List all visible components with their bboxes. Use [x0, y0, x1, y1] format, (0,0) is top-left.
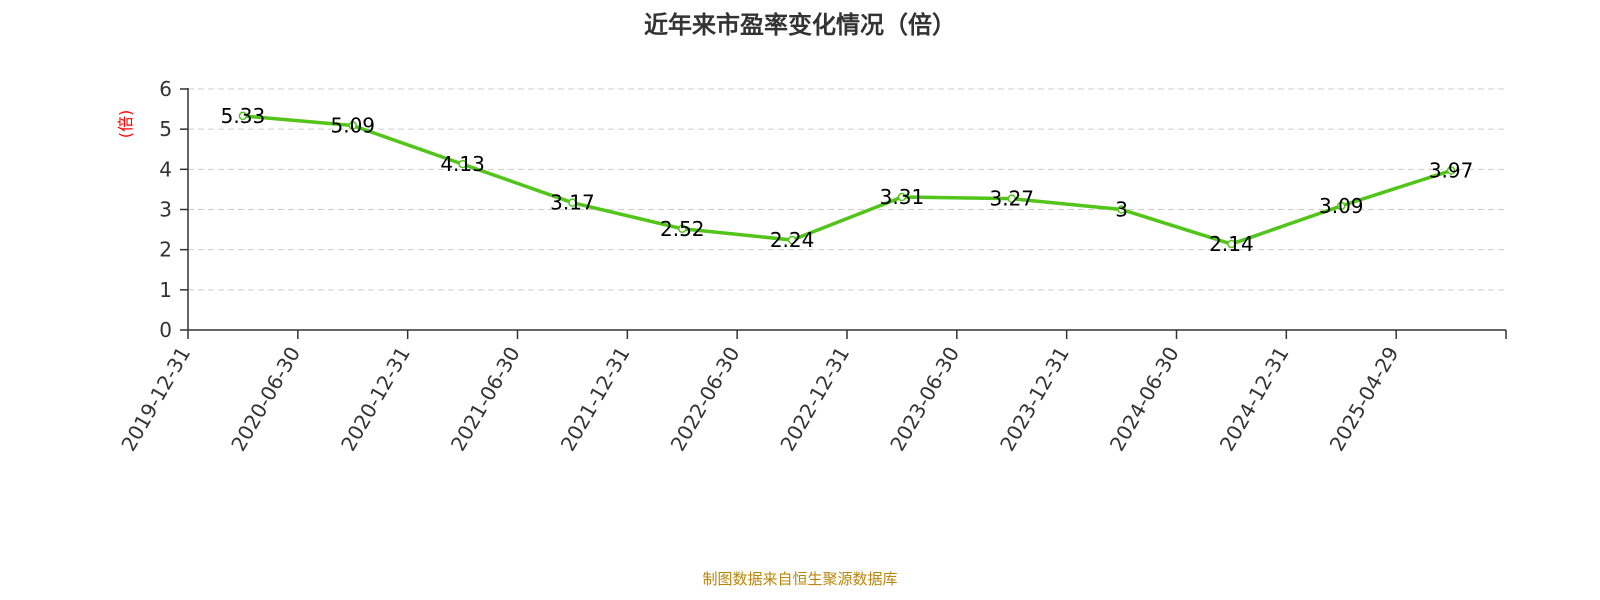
data-point — [1117, 205, 1126, 214]
data-label: 3.97 — [1429, 159, 1474, 183]
data-point — [1446, 166, 1456, 175]
data-label: 3.17 — [550, 191, 595, 215]
data-point — [1227, 239, 1236, 249]
series-polyline — [242, 114, 1452, 246]
data-point — [678, 224, 687, 234]
data-labels: 5.33 5.09 4.13 3.17 2.52 2.24 3.31 3.27 3 2.14 3.0… — [221, 104, 1474, 256]
data-point — [568, 198, 577, 207]
data-label: 3.09 — [1319, 194, 1364, 218]
y-tick-label: 2 — [159, 238, 172, 262]
x-tick-label: 2019-12-31 — [116, 343, 195, 456]
data-label: 2.52 — [660, 217, 705, 241]
data-point — [897, 192, 907, 202]
x-tick-label: 2024-12-31 — [1215, 343, 1294, 456]
data-source-note: 制图数据来自恒生聚源数据库 — [702, 570, 898, 588]
y-tick-label: 4 — [159, 157, 172, 181]
data-label: 5.33 — [221, 104, 266, 128]
axes: 0 1 2 3 4 5 6 2019-12-31 2020-06-30 2020-12-31 202… — [116, 77, 1507, 456]
data-label: 3 — [1115, 198, 1128, 222]
data-label: 2.14 — [1209, 232, 1254, 256]
data-point — [348, 121, 357, 130]
data-label: 5.09 — [330, 114, 375, 138]
x-tick-label: 2023-06-30 — [885, 343, 964, 456]
data-point — [1337, 201, 1346, 211]
data-point — [458, 159, 467, 169]
y-tick-label: 6 — [159, 77, 172, 101]
data-point — [238, 111, 248, 121]
x-tick-label: 2020-12-31 — [336, 343, 415, 456]
data-label: 3.27 — [989, 187, 1034, 211]
data-point — [787, 235, 797, 245]
data-label: 2.24 — [770, 228, 815, 252]
series-line — [238, 111, 1456, 249]
x-tick-label: 2023-12-31 — [995, 343, 1074, 456]
data-label: 4.13 — [440, 152, 485, 176]
x-tick-label: 2021-06-30 — [446, 343, 525, 456]
y-tick-label: 3 — [159, 198, 172, 222]
x-tick-label: 2021-12-31 — [556, 343, 635, 456]
y-tick-label: 0 — [159, 318, 172, 342]
grid-lines — [188, 88, 1506, 291]
x-tick-label: 2024-06-30 — [1105, 343, 1184, 456]
data-point — [1007, 194, 1016, 203]
x-tick-label: 2022-06-30 — [666, 343, 745, 456]
y-tick-label: 5 — [159, 117, 172, 141]
x-tick-label: 2022-12-31 — [775, 343, 854, 456]
x-tick-label: 2020-06-30 — [226, 343, 305, 456]
y-axis-unit-label: (倍) — [116, 110, 135, 139]
x-tick-label: 2025-04-29 — [1325, 343, 1404, 456]
chart-title: 近年来市盈率变化情况（倍） — [644, 11, 956, 39]
y-tick-label: 1 — [159, 278, 172, 302]
data-label: 3.31 — [880, 185, 925, 209]
